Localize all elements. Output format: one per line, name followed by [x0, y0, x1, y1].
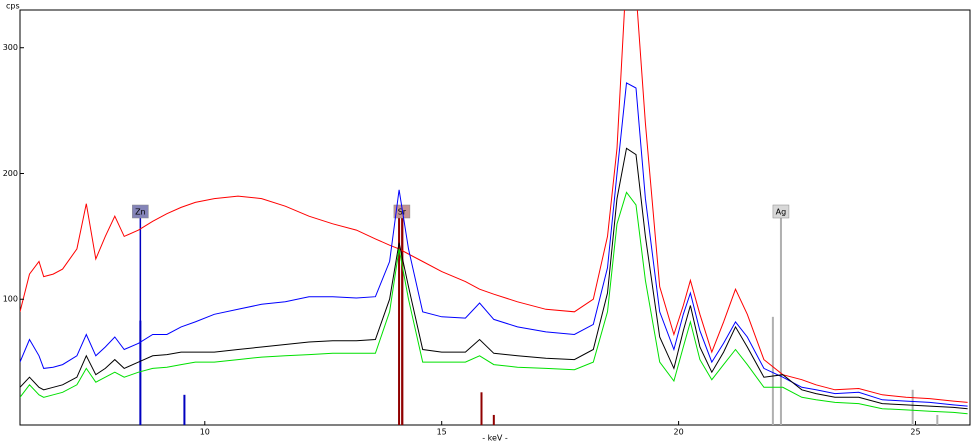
- spectrum-line: [20, 82, 968, 407]
- spectrum-line: [20, 10, 968, 403]
- x-tick-label: 15: [437, 428, 447, 437]
- emission-line: [398, 211, 401, 425]
- emission-line: [480, 392, 483, 425]
- y-tick-label: 100: [3, 295, 18, 304]
- plot-frame: [19, 9, 971, 426]
- spectrum-line: [20, 191, 968, 415]
- x-axis-label: - keV -: [482, 434, 508, 443]
- emission-line: [771, 316, 774, 425]
- emission-line: [936, 414, 939, 425]
- emission-line: [911, 389, 914, 425]
- y-tick-label: 200: [3, 169, 18, 178]
- marker-box: [132, 204, 149, 219]
- emission-line: [492, 414, 495, 425]
- spectrum-line: [20, 147, 968, 410]
- y-axis-label: cps: [6, 2, 20, 11]
- x-tick-label: 25: [910, 428, 920, 437]
- marker-box: [772, 204, 790, 219]
- emission-line: [183, 394, 186, 425]
- x-tick-label: 20: [674, 428, 684, 437]
- y-tick-label: 300: [3, 43, 18, 52]
- x-tick-label: 10: [200, 428, 210, 437]
- marker-label: Ag: [776, 208, 787, 217]
- plot-area: Zn Sr Ag: [20, 10, 968, 425]
- marker-label: Zn: [135, 208, 146, 217]
